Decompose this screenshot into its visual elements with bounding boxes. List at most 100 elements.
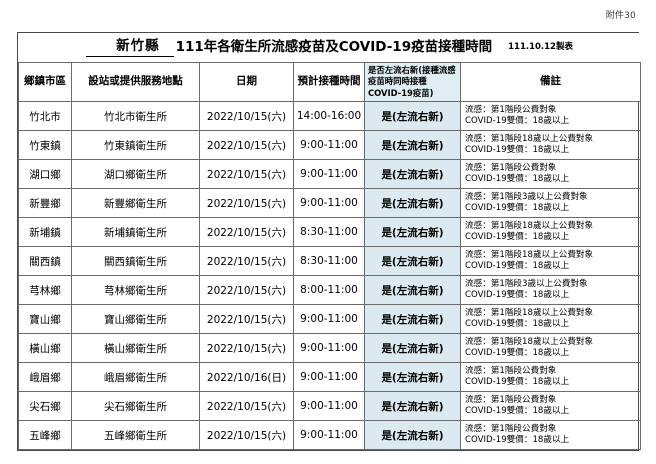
vaccination-schedule-table: 新竹縣 111年各衛生所流感疫苗及COVID-19疫苗接種時間 111.10.1… — [18, 33, 642, 451]
cell-date: 2022/10/15(六) — [199, 420, 294, 451]
cell-time: 8:00-11:00 — [293, 275, 365, 306]
table-title-row: 新竹縣 111年各衛生所流感疫苗及COVID-19疫苗接種時間 111.10.1… — [18, 33, 641, 63]
cell-date: 2022/10/15(六) — [199, 101, 294, 132]
cell-town: 五峰鄉 — [18, 420, 72, 451]
cell-site: 尖石鄉衛生所 — [71, 391, 200, 422]
table-row: 芎林鄉 芎林鄉衛生所 2022/10/15(六) 8:00-11:00 是(左流右新) 流… — [18, 275, 642, 306]
cell-time: 8:30-11:00 — [293, 246, 365, 277]
note-line-covid: COVID-19雙價：18歲以上 — [465, 377, 570, 388]
cell-date: 2022/10/15(六) — [199, 130, 294, 161]
cell-time: 9:00-11:00 — [293, 130, 365, 161]
cell-town: 寶山鄉 — [18, 304, 72, 335]
cell-date: 2022/10/15(六) — [199, 246, 294, 277]
table-title-cell: 新竹縣 111年各衛生所流感疫苗及COVID-19疫苗接種時間 111.10.1… — [18, 33, 641, 63]
column-header-date: 日期 — [199, 61, 294, 103]
cell-combined-vaccination: 是(左流右新) — [364, 101, 461, 132]
cell-note: 流感：第1階段18歲以上公費對象 COVID-19雙價：18歲以上 — [459, 246, 642, 277]
table-row: 五峰鄉 五峰鄉衛生所 2022/10/15(六) 9:00-11:00 是(左流右新) 流… — [18, 420, 642, 451]
note-line-flu: 流感：第1階段18歲以上公費對象 — [465, 220, 594, 231]
cell-time: 9:00-11:00 — [293, 333, 365, 364]
table-row: 竹東鎮 竹東鎮衛生所 2022/10/15(六) 9:00-11:00 是(左流右新) 流… — [18, 130, 642, 161]
cell-town: 芎林鄉 — [18, 275, 72, 306]
column-header-yn-rest: 左流右新(接種流感疫苗時同時接種COVID-19疫苗) — [368, 65, 456, 98]
cell-site: 新豐鄉衛生所 — [71, 188, 200, 219]
note-line-covid: COVID-19雙價：18歲以上 — [465, 406, 570, 417]
table-row: 尖石鄉 尖石鄉衛生所 2022/10/15(六) 9:00-11:00 是(左流右新) 流… — [18, 391, 642, 422]
note-line-flu: 流感：第1階段公費對象 — [465, 104, 557, 115]
made-date: 111.10.12製表 — [508, 42, 573, 53]
cell-site: 竹北市衛生所 — [71, 101, 200, 132]
note-line-flu: 流感：第1階段公費對象 — [465, 394, 557, 405]
column-header-combined-vaccination: 是否左流右新(接種流感疫苗時同時接種COVID-19疫苗) — [364, 61, 461, 103]
cell-combined-vaccination: 是(左流右新) — [364, 420, 461, 451]
cell-site: 五峰鄉衛生所 — [71, 420, 200, 451]
cell-combined-vaccination: 是(左流右新) — [364, 159, 461, 190]
cell-combined-vaccination: 是(左流右新) — [364, 333, 461, 364]
table-row: 峨眉鄉 峨眉鄉衛生所 2022/10/16(日) 9:00-11:00 是(左流右新) 流… — [18, 362, 642, 393]
cell-time: 9:00-11:00 — [293, 188, 365, 219]
cell-combined-vaccination: 是(左流右新) — [364, 217, 461, 248]
cell-note: 流感：第1階段18歲以上公費對象 COVID-19雙價：18歲以上 — [459, 217, 642, 248]
cell-time: 8:30-11:00 — [293, 217, 365, 248]
cell-date: 2022/10/15(六) — [199, 159, 294, 190]
cell-site: 峨眉鄉衛生所 — [71, 362, 200, 393]
cell-date: 2022/10/15(六) — [199, 304, 294, 335]
cell-town: 竹北市 — [18, 101, 72, 132]
cell-note: 流感：第1階段3歲以上公費對象 COVID-19雙價：18歲以上 — [459, 188, 642, 219]
table-row: 湖口鄉 湖口鄉衛生所 2022/10/15(六) 9:00-11:00 是(左流右新) 流… — [18, 159, 642, 190]
note-line-covid: COVID-19雙價：18歲以上 — [465, 290, 570, 301]
note-line-covid: COVID-19雙價：18歲以上 — [465, 203, 570, 214]
vaccination-schedule-table-container: 新竹縣 111年各衛生所流感疫苗及COVID-19疫苗接種時間 111.10.1… — [17, 32, 642, 452]
cell-town: 關西鎮 — [18, 246, 72, 277]
cell-site: 寶山鄉衛生所 — [71, 304, 200, 335]
cell-combined-vaccination: 是(左流右新) — [364, 304, 461, 335]
note-line-flu: 流感：第1階段3歲以上公費對象 — [465, 278, 588, 289]
note-line-covid: COVID-19雙價：18歲以上 — [465, 319, 570, 330]
table-row: 新埔鎮 新埔鎮衛生所 2022/10/15(六) 8:30-11:00 是(左流右新) 流… — [18, 217, 642, 248]
cell-site: 湖口鄉衛生所 — [71, 159, 200, 190]
table-header-row: 鄉鎮市區 設站或提供服務地點 日期 預計接種時間 是否左流右新(接種流感疫苗時同… — [18, 61, 642, 103]
cell-town: 峨眉鄉 — [18, 362, 72, 393]
cell-site: 芎林鄉衛生所 — [71, 275, 200, 306]
cell-note: 流感：第1階段公費對象 COVID-19雙價：18歲以上 — [459, 101, 642, 132]
document-title: 111年各衛生所流感疫苗及COVID-19疫苗接種時間 — [175, 39, 493, 56]
note-line-covid: COVID-19雙價：18歲以上 — [465, 435, 570, 446]
column-header-note: 備註 — [459, 61, 642, 103]
cell-time: 9:00-11:00 — [293, 159, 365, 190]
cell-combined-vaccination: 是(左流右新) — [364, 362, 461, 393]
note-line-flu: 流感：第1階段18歲以上公費對象 — [465, 133, 594, 144]
cell-date: 2022/10/15(六) — [199, 275, 294, 306]
note-line-flu: 流感：第1階段18歲以上公費對象 — [465, 249, 594, 260]
cell-combined-vaccination: 是(左流右新) — [364, 275, 461, 306]
cell-note: 流感：第1階段公費對象 COVID-19雙價：18歲以上 — [459, 159, 642, 190]
cell-time: 9:00-11:00 — [293, 362, 365, 393]
note-line-covid: COVID-19雙價：18歲以上 — [465, 261, 570, 272]
note-line-flu: 流感：第1階段公費對象 — [465, 162, 557, 173]
cell-combined-vaccination: 是(左流右新) — [364, 246, 461, 277]
table-row: 橫山鄉 橫山鄉衛生所 2022/10/15(六) 9:00-11:00 是(左流右新) 流… — [18, 333, 642, 364]
note-line-covid: COVID-19雙價：18歲以上 — [465, 116, 570, 127]
cell-note: 流感：第1階段公費對象 COVID-19雙價：18歲以上 — [459, 362, 642, 393]
cell-time: 9:00-11:00 — [293, 420, 365, 451]
cell-note: 流感：第1階段公費對象 COVID-19雙價：18歲以上 — [459, 420, 642, 451]
cell-combined-vaccination: 是(左流右新) — [364, 391, 461, 422]
note-line-flu: 流感：第1階段公費對象 — [465, 423, 557, 434]
table-row: 寶山鄉 寶山鄉衛生所 2022/10/15(六) 9:00-11:00 是(左流右新) 流… — [18, 304, 642, 335]
cell-date: 2022/10/15(六) — [199, 217, 294, 248]
cell-site: 新埔鎮衛生所 — [71, 217, 200, 248]
note-line-flu: 流感：第1階段18歲以上公費對象 — [465, 307, 594, 318]
note-line-covid: COVID-19雙價：18歲以上 — [465, 145, 570, 156]
note-line-flu: 流感：第1階段公費對象 — [465, 365, 557, 376]
table-row: 竹北市 竹北市衛生所 2022/10/15(六) 14:00-16:00 是(左流右新)… — [18, 101, 642, 132]
table-body: 竹北市 竹北市衛生所 2022/10/15(六) 14:00-16:00 是(左流右新)… — [18, 101, 642, 451]
cell-town: 新埔鎮 — [18, 217, 72, 248]
cell-site: 竹東鎮衛生所 — [71, 130, 200, 161]
note-line-flu: 流感：第1階段18歲以上公費對象 — [465, 336, 594, 347]
cell-note: 流感：第1階段18歲以上公費對象 COVID-19雙價：18歲以上 — [459, 130, 642, 161]
table-row: 新豐鄉 新豐鄉衛生所 2022/10/15(六) 9:00-11:00 是(左流右新) 流… — [18, 188, 642, 219]
note-line-flu: 流感：第1階段3歲以上公費對象 — [465, 191, 588, 202]
cell-combined-vaccination: 是(左流右新) — [364, 130, 461, 161]
cell-date: 2022/10/15(六) — [199, 333, 294, 364]
cell-site: 關西鎮衛生所 — [71, 246, 200, 277]
